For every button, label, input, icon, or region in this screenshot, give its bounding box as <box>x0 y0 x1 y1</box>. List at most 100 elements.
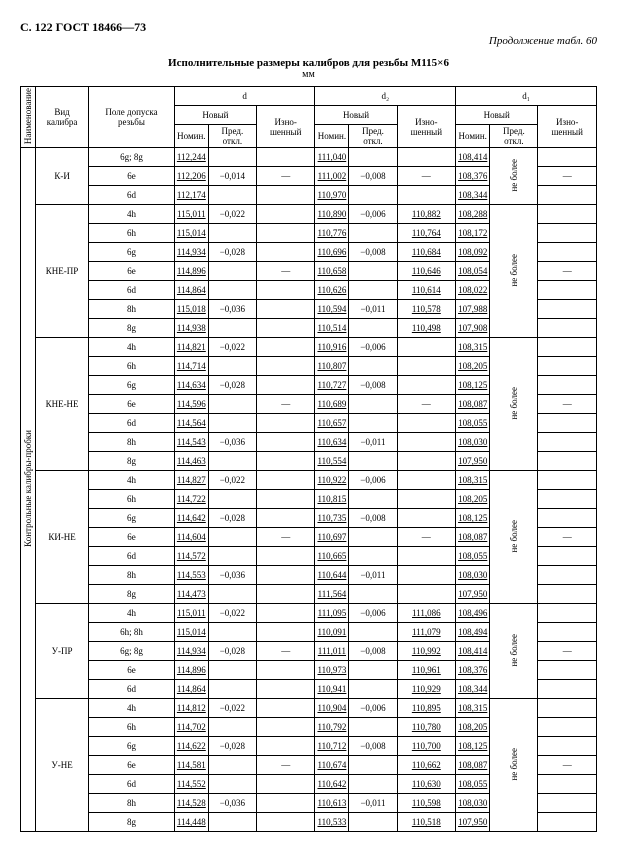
col-d: d <box>174 87 315 106</box>
d1-izno-cell <box>538 661 597 680</box>
pole-cell: 6d <box>89 186 175 205</box>
d2-nomin-cell: 110,815 <box>315 490 349 509</box>
d-pred-cell <box>208 547 256 566</box>
pole-cell: 4h <box>89 604 175 623</box>
d-nomin-cell: 114,572 <box>174 547 208 566</box>
d-nomin-cell: 114,473 <box>174 585 208 604</box>
d-nomin-cell: 114,821 <box>174 338 208 357</box>
d1-izno-cell: — <box>538 642 597 661</box>
d2-nomin-cell: 110,922 <box>315 471 349 490</box>
d-nomin-cell: 114,463 <box>174 452 208 471</box>
d2-pred-cell: −0,006 <box>349 699 397 718</box>
d2-izno-cell <box>397 148 456 167</box>
ne-bolee-cell: не более <box>490 471 538 604</box>
d-pred-cell: −0,022 <box>208 604 256 623</box>
d2-izno-cell <box>397 433 456 452</box>
d-nomin-cell: 114,604 <box>174 528 208 547</box>
d-nomin-cell: 114,622 <box>174 737 208 756</box>
d1-izno-cell <box>538 338 597 357</box>
d-izno-cell <box>256 357 315 376</box>
d-nomin-cell: 114,552 <box>174 775 208 794</box>
d-nomin-cell: 112,174 <box>174 186 208 205</box>
col-pole: Поле допуска резьбы <box>89 87 175 148</box>
d-izno-cell <box>256 718 315 737</box>
d2-nomin-cell: 110,634 <box>315 433 349 452</box>
pole-cell: 6e <box>89 661 175 680</box>
d1-nomin-cell: 108,315 <box>456 338 490 357</box>
pole-cell: 8g <box>89 452 175 471</box>
d2-pred-cell <box>349 756 397 775</box>
d2-nomin-cell: 110,658 <box>315 262 349 281</box>
d2-izno-cell: — <box>397 528 456 547</box>
d2-nomin-cell: 110,792 <box>315 718 349 737</box>
d2-pred-cell <box>349 395 397 414</box>
d2-izno-cell <box>397 186 456 205</box>
d1-nomin-cell: 108,344 <box>456 186 490 205</box>
d1-nomin-cell: 108,344 <box>456 680 490 699</box>
pole-cell: 6h; 8h <box>89 623 175 642</box>
d1-izno-cell <box>538 205 597 224</box>
d-pred-cell: −0,014 <box>208 167 256 186</box>
d2-izno-cell: 110,598 <box>397 794 456 813</box>
d2-pred-cell <box>349 623 397 642</box>
col-nomin: Номин. <box>315 125 349 148</box>
d1-izno-cell <box>538 186 597 205</box>
d-izno-cell <box>256 490 315 509</box>
table-row: КНЕ-НЕ4h114,821−0,022110,916−0,006108,31… <box>21 338 597 357</box>
d2-nomin-cell: 110,642 <box>315 775 349 794</box>
table-row: У-НЕ4h114,812−0,022110,904−0,006110,8951… <box>21 699 597 718</box>
d2-pred-cell: −0,008 <box>349 509 397 528</box>
d1-nomin-cell: 107,988 <box>456 300 490 319</box>
d2-izno-cell: 111,079 <box>397 623 456 642</box>
d2-izno-cell <box>397 376 456 395</box>
d1-izno-cell <box>538 471 597 490</box>
d-nomin-cell: 112,244 <box>174 148 208 167</box>
d1-izno-cell <box>538 718 597 737</box>
d2-nomin-cell: 111,564 <box>315 585 349 604</box>
pole-cell: 4h <box>89 699 175 718</box>
d1-nomin-cell: 108,055 <box>456 414 490 433</box>
d-izno-cell: — <box>256 642 315 661</box>
d2-pred-cell <box>349 680 397 699</box>
d2-nomin-cell: 110,514 <box>315 319 349 338</box>
d-pred-cell <box>208 813 256 832</box>
d1-nomin-cell: 108,496 <box>456 604 490 623</box>
d-nomin-cell: 114,564 <box>174 414 208 433</box>
d-izno-cell <box>256 604 315 623</box>
d2-pred-cell <box>349 490 397 509</box>
d2-nomin-cell: 110,091 <box>315 623 349 642</box>
d2-nomin-cell: 110,533 <box>315 813 349 832</box>
d-pred-cell: −0,022 <box>208 471 256 490</box>
col-izno: Изно-шенный <box>397 106 456 148</box>
d2-nomin-cell: 110,712 <box>315 737 349 756</box>
d1-nomin-cell: 108,022 <box>456 281 490 300</box>
d-izno-cell <box>256 452 315 471</box>
d2-pred-cell <box>349 224 397 243</box>
d1-izno-cell <box>538 585 597 604</box>
d1-izno-cell <box>538 794 597 813</box>
col-nomin: Номин. <box>174 125 208 148</box>
d-pred-cell: −0,036 <box>208 433 256 452</box>
d1-nomin-cell: 108,055 <box>456 547 490 566</box>
d2-pred-cell <box>349 452 397 471</box>
d-izno-cell <box>256 433 315 452</box>
d2-izno-cell <box>397 452 456 471</box>
d2-nomin-cell: 110,697 <box>315 528 349 547</box>
d-nomin-cell: 114,642 <box>174 509 208 528</box>
d2-nomin-cell: 110,626 <box>315 281 349 300</box>
d1-izno-cell <box>538 813 597 832</box>
d2-nomin-cell: 110,735 <box>315 509 349 528</box>
d1-nomin-cell: 108,125 <box>456 376 490 395</box>
d-izno-cell <box>256 699 315 718</box>
d2-nomin-cell: 110,916 <box>315 338 349 357</box>
d1-izno-cell <box>538 547 597 566</box>
ne-bolee-cell: не более <box>490 338 538 471</box>
d2-izno-cell: 111,086 <box>397 604 456 623</box>
d-nomin-cell: 115,011 <box>174 205 208 224</box>
d-nomin-cell: 114,448 <box>174 813 208 832</box>
d-pred-cell: −0,022 <box>208 699 256 718</box>
d-pred-cell <box>208 585 256 604</box>
pole-cell: 6g <box>89 737 175 756</box>
col-pred: Пред. откл. <box>349 125 397 148</box>
pole-cell: 8h <box>89 433 175 452</box>
